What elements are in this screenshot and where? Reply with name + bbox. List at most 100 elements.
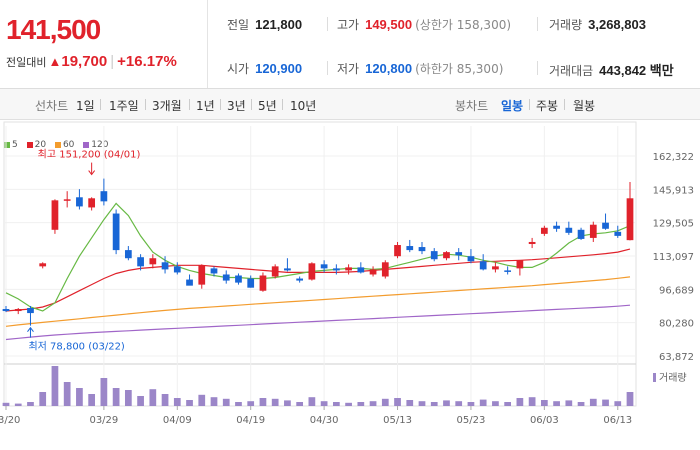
legend-ma60: 60 <box>54 140 75 150</box>
ma120-line <box>5 304 631 341</box>
tab-weekly[interactable]: 주봉 <box>536 99 559 113</box>
y-tick-label: 80,280 <box>659 319 694 330</box>
volume-bar <box>88 394 96 406</box>
volume-bar <box>430 402 438 406</box>
candle-body <box>565 227 573 233</box>
stat-note: (상한가 158,300) <box>415 18 512 32</box>
volume-bar <box>516 398 524 406</box>
legend-ma120: 120 <box>83 140 108 150</box>
stat-open: 시가 120,900 <box>227 60 302 77</box>
high-arrow-head <box>88 170 96 176</box>
volume-bar <box>247 401 255 406</box>
volume-bar <box>173 398 181 406</box>
candle-body <box>443 252 450 259</box>
stat-label: 거래량 <box>549 18 583 32</box>
tab-divider <box>145 99 146 110</box>
volume-bar <box>51 366 59 406</box>
candle-body <box>137 257 144 267</box>
y-tick-label: 145,913 <box>653 185 694 196</box>
legend-ma5: 5 <box>4 140 18 150</box>
tab-3months[interactable]: 3개월 <box>152 99 182 113</box>
tab-divider <box>529 99 530 110</box>
legend-label: 60 <box>62 140 75 150</box>
tab-3years[interactable]: 3년 <box>227 99 246 113</box>
stat-label: 전일 <box>227 18 250 32</box>
volume-bar <box>467 402 475 406</box>
divider <box>327 61 328 75</box>
stat-value: 120,900 <box>255 61 303 76</box>
volume-bar <box>235 402 242 406</box>
x-tick-label: 06/13 <box>603 415 632 426</box>
x-tick-label: 04/19 <box>236 415 265 426</box>
candle-body <box>492 266 499 270</box>
candle-body <box>88 198 96 208</box>
candle-body <box>418 247 426 252</box>
stat-volume: 거래량 3,268,803 <box>549 16 646 33</box>
volume-bar <box>406 400 414 406</box>
volume-bar <box>369 401 377 406</box>
candle-body <box>479 261 487 270</box>
candle-body <box>540 227 548 234</box>
candle-body <box>308 263 316 280</box>
stat-value: 443,842 백만 <box>599 63 674 78</box>
change-divider: | <box>110 53 115 70</box>
plot-frame <box>3 121 637 407</box>
volume-bar <box>137 396 144 406</box>
volume-bar <box>443 400 450 406</box>
stat-amount: 거래대금 443,842 백만 <box>549 60 674 79</box>
divider <box>327 17 328 31</box>
legend-swatch <box>4 141 10 148</box>
volume-bar <box>332 402 340 406</box>
tab-divider <box>100 99 101 110</box>
candle-body <box>2 309 10 312</box>
volume-bar <box>210 397 218 406</box>
candle-body <box>553 225 560 229</box>
y-tick-label: 63,872 <box>659 352 694 363</box>
volume-bar <box>27 402 34 406</box>
volume-bar <box>161 394 169 406</box>
price-block: 141,500 전일대비 ▲19,700 | +16.17% <box>0 0 208 88</box>
candle-body <box>210 268 218 274</box>
volume-bar <box>222 398 230 406</box>
x-tick-label: 04/30 <box>310 415 339 426</box>
legend-label: 20 <box>34 140 47 150</box>
candle-body <box>406 246 414 251</box>
tab-1year[interactable]: 1년 <box>196 99 215 113</box>
candle-body <box>76 197 83 207</box>
volume-bar <box>492 401 499 406</box>
current-price: 141,500 <box>6 14 101 45</box>
stat-label: 고가 <box>337 18 360 32</box>
tab-monthly[interactable]: 월봉 <box>573 99 596 113</box>
candle-body <box>124 250 132 259</box>
x-tick-label: 03/29 <box>89 415 118 426</box>
candle-body <box>51 200 59 230</box>
tab-1day[interactable]: 1일 <box>76 99 95 113</box>
chart-legend: 5 20 60 120 <box>4 140 114 150</box>
stat-label: 거래대금 <box>549 64 594 78</box>
up-triangle-icon: ▲ <box>48 54 62 69</box>
y-tick-label: 113,097 <box>653 252 694 263</box>
volume-bar <box>296 402 304 406</box>
candle-body <box>467 256 475 262</box>
volume-bar <box>320 401 328 406</box>
low-arrow-head <box>27 326 34 332</box>
candle-body <box>345 267 352 271</box>
ma5-line <box>5 202 631 312</box>
y-tick-label: 162,322 <box>653 152 694 163</box>
stat-low: 저가 120,800 (하한가 85,300) <box>337 60 503 77</box>
candle-body <box>222 274 230 281</box>
tab-5years[interactable]: 5년 <box>258 99 277 113</box>
change-row: 전일대비 ▲19,700 | +16.17% <box>6 53 177 70</box>
volume-bar <box>100 378 108 406</box>
candle-body <box>394 245 401 257</box>
candle-body <box>39 263 47 267</box>
tab-daily[interactable]: 일봉 <box>501 99 524 113</box>
tab-1week[interactable]: 1주일 <box>109 99 139 113</box>
tab-10years[interactable]: 10년 <box>290 99 317 113</box>
volume-bar <box>345 402 352 406</box>
candle-body <box>198 265 206 285</box>
volume-legend-swatch <box>653 373 656 382</box>
candle-body <box>100 191 108 202</box>
high-annotation: 최고 151,200 (04/01) <box>38 149 141 161</box>
